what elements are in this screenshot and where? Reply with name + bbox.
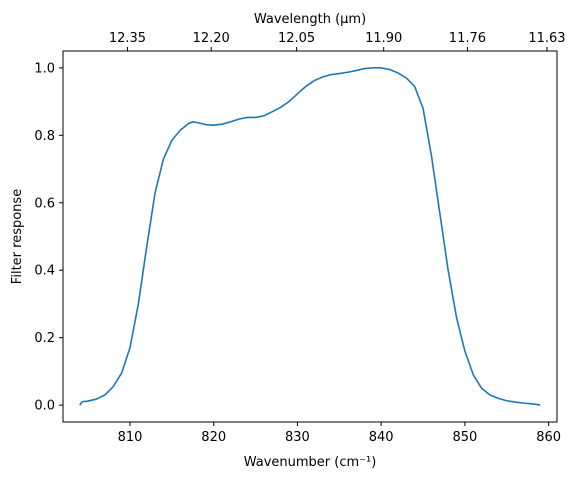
x-tick-label-840: 840	[369, 430, 394, 445]
top-axis-ticks: 12.35 12.20 12.05 11.90 11.76 11.63	[109, 31, 566, 51]
x-tick-label-860: 860	[536, 430, 561, 445]
top-tick-label-1: 12.20	[193, 31, 230, 46]
top-tick-label-2: 12.05	[278, 31, 315, 46]
top-tick-label-4: 11.76	[449, 31, 486, 46]
x-tick-label-810: 810	[118, 430, 143, 445]
bottom-axis-ticks: 810 820 830 840 850 860	[118, 422, 561, 445]
y-tick-label-5: 1.0	[34, 61, 55, 76]
y-tick-label-1: 0.2	[34, 331, 55, 346]
series-layer	[79, 67, 541, 406]
x-axis-title: Wavenumber (cm⁻¹)	[244, 455, 377, 470]
x-tick-label-830: 830	[285, 430, 310, 445]
y-tick-label-0: 0.0	[34, 399, 55, 414]
y-tick-label-3: 0.6	[34, 196, 55, 211]
x-tick-label-820: 820	[201, 430, 226, 445]
y-axis-title: Filter response	[10, 189, 25, 284]
plot-area	[62, 50, 558, 423]
left-axis-ticks: 0.0 0.2 0.4 0.6 0.8 1.0	[34, 61, 63, 414]
y-tick-label-4: 0.8	[34, 129, 55, 144]
series-line-0	[79, 67, 541, 406]
top-tick-label-0: 12.35	[109, 31, 146, 46]
x-tick-label-850: 850	[452, 430, 477, 445]
secondary-x-axis-title: Wavelength (μm)	[254, 12, 366, 27]
y-tick-label-2: 0.4	[34, 264, 55, 279]
top-tick-label-3: 11.90	[365, 31, 402, 46]
top-tick-label-5: 11.63	[528, 31, 565, 46]
